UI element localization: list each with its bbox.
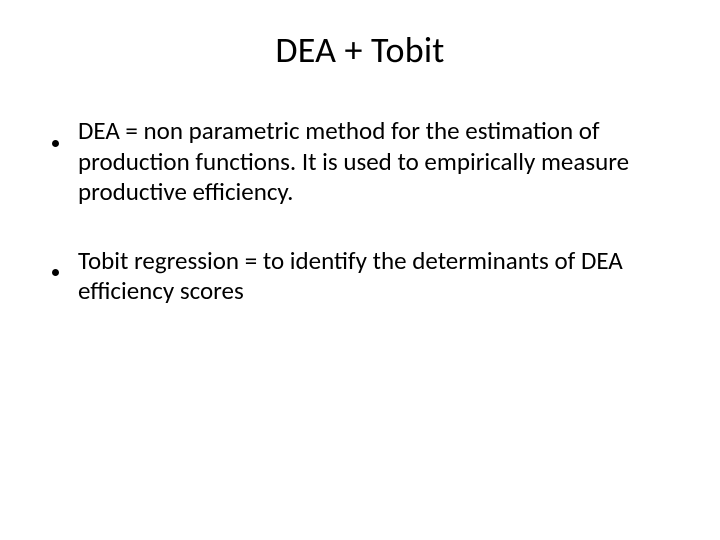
bullet-item: Tobit regression = to identify the deter… <box>52 246 668 307</box>
bullet-text: DEA = non parametric method for the esti… <box>78 116 668 208</box>
slide-title: DEA + Tobit <box>48 28 672 72</box>
slide-body: DEA = non parametric method for the esti… <box>48 116 672 307</box>
slide: DEA + Tobit DEA = non parametric method … <box>0 0 720 540</box>
bullet-item: DEA = non parametric method for the esti… <box>52 116 668 208</box>
bullet-marker-icon <box>52 116 78 157</box>
bullet-text: Tobit regression = to identify the deter… <box>78 246 668 307</box>
bullet-marker-icon <box>52 246 78 287</box>
